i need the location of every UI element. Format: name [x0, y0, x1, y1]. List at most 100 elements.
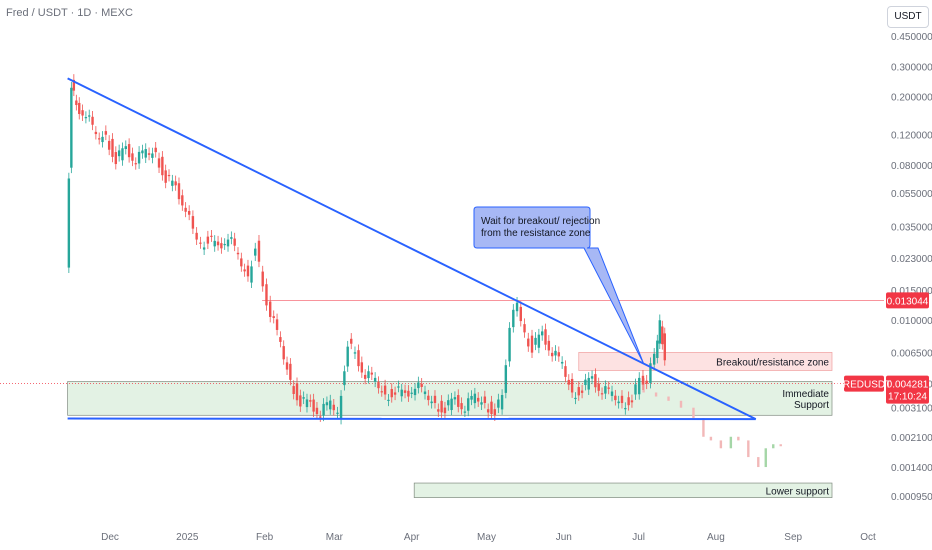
candle-body: [187, 210, 191, 215]
y-tick-label: 0.003100: [891, 404, 932, 415]
candle-body: [336, 412, 339, 414]
candle-body: [353, 352, 357, 354]
projection-candle: [642, 378, 645, 393]
candle-body: [638, 377, 641, 395]
candle-body: [357, 350, 360, 367]
candle-body: [490, 401, 493, 415]
x-tick-label: Sep: [784, 532, 802, 543]
candle-body: [574, 397, 577, 400]
candle-body: [483, 396, 487, 404]
y-tick-label: 0.002100: [891, 433, 932, 444]
x-tick-label: May: [477, 532, 496, 543]
candle-body: [195, 232, 198, 240]
y-tick-label: 0.200000: [891, 93, 932, 104]
candle-body: [497, 399, 500, 408]
candle-body: [383, 385, 387, 395]
last-price-tag-bg: [886, 375, 929, 404]
candle-body: [292, 386, 295, 394]
currency-button[interactable]: USDT: [887, 6, 929, 28]
x-tick-label: Aug: [707, 532, 725, 543]
candle-body: [544, 329, 547, 345]
candle-body: [652, 353, 656, 365]
zone-rect: [413, 482, 833, 498]
candle-body: [440, 400, 443, 413]
y-tick-label: 0.300000: [891, 62, 932, 73]
candle-body: [417, 382, 420, 389]
callout-text: Wait for breakout/ rejection: [481, 216, 600, 227]
callout-shape: [473, 206, 645, 364]
zone-label: Lower support: [766, 486, 830, 497]
candle-body: [97, 138, 101, 140]
candle-body: [272, 316, 275, 318]
candle-body: [154, 147, 157, 153]
candle-body: [295, 383, 299, 401]
candle-body: [257, 240, 261, 262]
projection-candle: [667, 396, 670, 401]
candle-body: [560, 361, 564, 364]
candle-body: [512, 309, 515, 328]
candle-body: [230, 237, 233, 239]
candle-body: [177, 183, 181, 200]
horizontal-support-line: [67, 417, 756, 421]
candle-body: [649, 363, 652, 383]
projection-candle: [729, 436, 733, 449]
candle-body: [206, 236, 210, 244]
projection-candle: [747, 440, 750, 458]
y-tick-label: 0.001400: [891, 463, 932, 474]
candle-body: [101, 136, 104, 143]
candle-body: [584, 379, 587, 386]
candle-body: [250, 266, 253, 283]
candle-body: [236, 252, 240, 255]
candle-body: [265, 284, 268, 306]
candle-body: [614, 395, 617, 401]
zone-rect: [67, 381, 833, 416]
candle-body: [305, 399, 309, 408]
candle-body: [339, 395, 343, 419]
candle-body: [164, 170, 167, 183]
candle-body: [527, 338, 530, 347]
candle-body: [151, 153, 154, 158]
candle-body: [220, 243, 223, 249]
candle-body: [480, 402, 483, 405]
candle-body: [174, 181, 177, 186]
y-tick-label: 0.000950: [891, 492, 932, 503]
candle-body: [157, 158, 161, 168]
candle-body: [144, 149, 147, 158]
candle-body: [457, 395, 460, 407]
candle-body: [567, 379, 570, 385]
resistance-price-tag-bg: [886, 292, 929, 309]
candle-body: [476, 397, 480, 402]
candle-body: [67, 178, 71, 268]
candle-body: [104, 131, 108, 135]
y-tick-label: 0.010000: [891, 316, 932, 327]
candle-body: [226, 239, 230, 247]
candle-body: [550, 352, 554, 357]
candle-body: [590, 376, 594, 379]
candle-body: [577, 387, 580, 396]
candle-body: [403, 390, 407, 393]
candle-body: [580, 390, 584, 393]
candle-body: [210, 235, 213, 237]
candle-body: [420, 383, 423, 387]
candle-body: [91, 116, 94, 125]
candle-body: [450, 398, 453, 411]
y-tick-label: 0.450000: [891, 32, 932, 43]
candle-body: [94, 131, 98, 135]
candle-body: [184, 207, 187, 212]
candle-body: [121, 148, 124, 161]
projection-candle: [654, 392, 658, 397]
candle-body: [240, 258, 243, 267]
candle-body: [137, 151, 141, 164]
candle-body: [117, 150, 121, 157]
candle-body: [134, 163, 137, 165]
candle-body: [360, 362, 364, 373]
projection-candle: [702, 418, 705, 437]
candle-body: [397, 386, 400, 388]
candle-body: [473, 393, 477, 404]
zone-label: Breakout/resistance zone: [716, 357, 829, 368]
candle-body: [380, 391, 383, 393]
symbol-tag-text: FREDUSDT: [837, 380, 891, 391]
candle-body: [443, 407, 447, 414]
